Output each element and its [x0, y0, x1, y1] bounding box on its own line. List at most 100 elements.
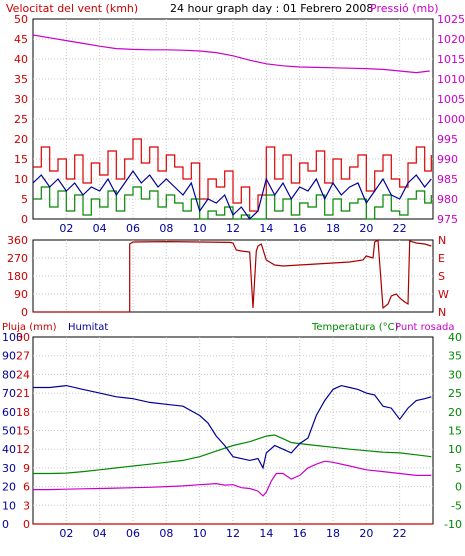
chart-title: 24 hour graph day : 01 Febrero 2008: [170, 2, 373, 15]
x-tick-label-p1: 06: [126, 222, 140, 235]
right-tick-label-pressure: 1010: [437, 73, 465, 86]
left-tick-label-pluja: 0: [23, 518, 30, 531]
right-tick-label-temperature: 25: [448, 387, 462, 400]
legend-humitat: Humitat: [68, 322, 108, 333]
left-tick-label-pluja: 12: [16, 443, 30, 456]
right-tick-label-compass: N: [438, 306, 446, 319]
left-tick-label-humitat: 0: [2, 518, 9, 531]
x-tick-label-p3: 02: [59, 527, 73, 540]
right-tick-label-temperature: 5: [455, 462, 462, 475]
humidity-line: [33, 384, 432, 470]
right-tick-label-pressure: 985: [437, 173, 458, 186]
x-tick-label-p1: 20: [359, 222, 373, 235]
x-tick-label-p3: 14: [259, 527, 273, 540]
x-tick-label-p3: 10: [193, 527, 207, 540]
left-tick-label-pluja: 9: [23, 462, 30, 475]
dew-point-line: [33, 460, 432, 497]
right-tick-label-pressure: 1005: [437, 93, 465, 106]
left-tick-label-pluja: 21: [16, 387, 30, 400]
left-tick-label-humitat: 40: [2, 443, 16, 456]
temperature-line: [33, 434, 432, 475]
right-tick-label-pressure: 995: [437, 133, 458, 146]
right-tick-label-temperature: 20: [448, 406, 462, 419]
x-tick-label-p1: 14: [259, 222, 273, 235]
left-tick-label-wind: 30: [14, 93, 28, 106]
left-tick-label-wind: 0: [21, 213, 28, 226]
tick-labels: 02 04 06 08 10 12 14 16 18 20 22051015202530354045…: [2, 13, 465, 540]
left-tick-label-humitat: 30: [2, 462, 16, 475]
right-tick-label-temperature: -5: [451, 499, 462, 512]
right-tick-label-temperature: 0: [455, 481, 462, 494]
right-tick-label-compass: E: [438, 252, 445, 265]
right-tick-label-pressure: 1025: [437, 13, 465, 26]
right-tick-label-compass: N: [438, 234, 446, 247]
x-tick-label-p1: 12: [226, 222, 240, 235]
right-axis-label-pressure: Pressió (mb): [370, 2, 439, 15]
wind-average-line: [32, 169, 432, 220]
left-tick-label-pluja: 30: [16, 331, 30, 344]
x-tick-label-p1: 08: [159, 222, 173, 235]
left-tick-label-wind: 50: [14, 13, 28, 26]
right-tick-label-temperature: 30: [448, 368, 462, 381]
left-tick-label-direction: 0: [21, 306, 28, 319]
legend-punt-rosada: Punt rosada: [395, 322, 454, 333]
left-tick-label-pluja: 3: [23, 499, 30, 512]
x-tick-label-p1: 02: [59, 222, 73, 235]
left-tick-label-direction: 90: [14, 288, 28, 301]
x-tick-label-p3: 18: [326, 527, 340, 540]
left-tick-label-wind: 40: [14, 53, 28, 66]
series-layer: [32, 34, 433, 525]
left-tick-label-wind: 5: [21, 193, 28, 206]
left-tick-label-pluja: 6: [23, 481, 30, 494]
left-tick-label-pluja: 24: [16, 368, 30, 381]
wind-gust-line: [33, 138, 432, 212]
left-tick-label-wind: 20: [14, 133, 28, 146]
x-tick-label-p1: 10: [193, 222, 207, 235]
left-tick-label-humitat: 80: [2, 368, 16, 381]
left-tick-label-direction: 180: [7, 270, 28, 283]
right-tick-label-pressure: 990: [437, 153, 458, 166]
x-tick-label-p1: 18: [326, 222, 340, 235]
x-tick-label-p1: 16: [293, 222, 307, 235]
right-tick-label-compass: W: [438, 288, 449, 301]
x-tick-label-p3: 22: [393, 527, 407, 540]
left-tick-label-humitat: 20: [2, 481, 16, 494]
x-tick-label-p3: 06: [126, 527, 140, 540]
right-tick-label-compass: S: [438, 270, 445, 283]
left-axis-label-wind: Velocitat del vent (kmh): [6, 2, 138, 15]
x-tick-label-p3: 12: [226, 527, 240, 540]
left-tick-label-humitat: 100: [2, 331, 23, 344]
left-tick-label-humitat: 10: [2, 499, 16, 512]
right-tick-label-pressure: 975: [437, 213, 458, 226]
left-tick-label-direction: 360: [7, 234, 28, 247]
left-tick-label-wind: 10: [14, 173, 28, 186]
right-tick-label-temperature: -10: [444, 518, 462, 531]
right-tick-label-pressure: 980: [437, 193, 458, 206]
x-tick-label-p1: 22: [393, 222, 407, 235]
left-tick-label-wind: 45: [14, 33, 28, 46]
x-tick-label-p3: 20: [359, 527, 373, 540]
right-tick-label-pressure: 1000: [437, 113, 465, 126]
right-tick-label-temperature: 40: [448, 331, 462, 344]
legend-temperatura: Temperatura (°C): [311, 322, 399, 333]
right-tick-label-temperature: 15: [448, 425, 462, 438]
x-tick-label-p1: 04: [93, 222, 107, 235]
x-tick-label-p3: 04: [93, 527, 107, 540]
left-tick-label-pluja: 18: [16, 406, 30, 419]
left-tick-label-wind: 35: [14, 73, 28, 86]
left-tick-label-pluja: 15: [16, 425, 30, 438]
left-tick-label-wind: 25: [14, 113, 28, 126]
right-tick-label-temperature: 10: [448, 443, 462, 456]
right-tick-label-temperature: 35: [448, 350, 462, 363]
left-tick-label-humitat: 70: [2, 387, 16, 400]
left-tick-label-wind: 15: [14, 153, 28, 166]
grid-layer: [33, 19, 433, 524]
right-tick-label-pressure: 1020: [437, 33, 465, 46]
pressure-line: [32, 34, 430, 74]
wind-direction-line: [33, 238, 432, 313]
left-tick-label-direction: 270: [7, 252, 28, 265]
left-tick-label-humitat: 60: [2, 406, 16, 419]
legend-pluja: Pluja (mm): [2, 322, 57, 333]
left-tick-label-humitat: 50: [2, 425, 16, 438]
